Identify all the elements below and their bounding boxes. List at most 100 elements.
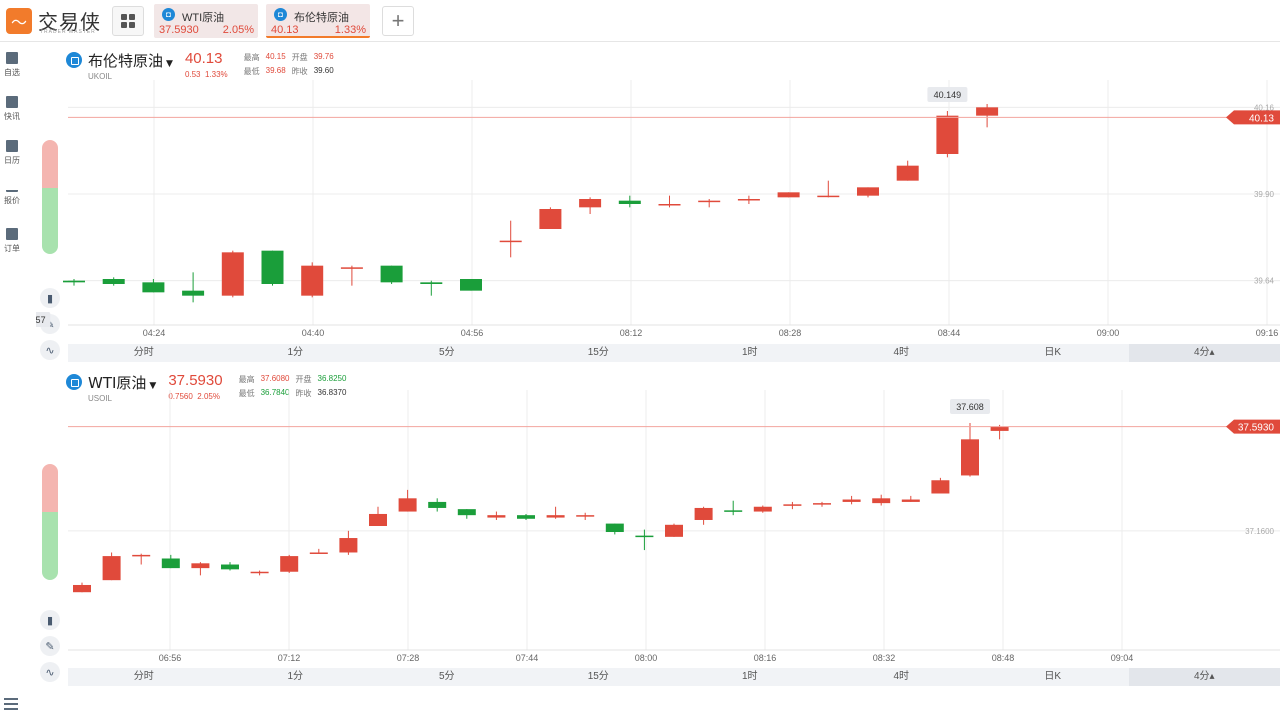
timeframe-5[interactable]: 4时 (826, 668, 978, 686)
sidebar-item-watchlist[interactable]: 自选 (0, 52, 24, 78)
candle-body (936, 116, 958, 154)
candle (487, 512, 505, 520)
timeframe-4[interactable]: 1时 (674, 668, 826, 686)
candle-body (487, 515, 505, 517)
candle (606, 524, 624, 535)
candle (579, 197, 601, 214)
candle-body (460, 279, 482, 291)
timeframe-3[interactable]: 15分 (523, 668, 675, 686)
news-icon (6, 96, 18, 108)
layout-grid-button[interactable] (112, 6, 144, 36)
candle (63, 279, 85, 286)
current-price-label: 37.5930 (1238, 423, 1275, 434)
indicator-icon[interactable]: ∿ (40, 340, 60, 360)
candle-body (341, 267, 363, 269)
timeframe-2[interactable]: 5分 (371, 344, 523, 362)
timeframe-2[interactable]: 5分 (371, 668, 523, 686)
candle (724, 501, 742, 515)
candle-body (420, 282, 442, 284)
candle-body (547, 515, 565, 517)
x-tick-label: 09:04 (1111, 653, 1134, 663)
candle (222, 251, 244, 298)
candle-body (251, 572, 269, 574)
add-tab-button[interactable]: + (382, 6, 414, 36)
candle (460, 279, 482, 291)
candle (500, 221, 522, 258)
y-tick-label: 39.90 (1254, 190, 1275, 199)
candle (251, 571, 269, 576)
timeframe-3[interactable]: 15分 (523, 344, 675, 362)
sidebar-item-label: 订单 (4, 244, 20, 253)
candle (191, 562, 209, 575)
tab-change: 2.05% (223, 24, 254, 36)
x-tick-label: 08:32 (873, 653, 896, 663)
candle-body (897, 166, 919, 181)
sidebar-item-news[interactable]: 快讯 (0, 96, 24, 122)
candle-body (428, 502, 446, 508)
timeframe-1[interactable]: 1分 (220, 668, 372, 686)
candle (936, 111, 958, 157)
candle-body (695, 508, 713, 520)
timeframe-7[interactable]: 4分▴ (1129, 344, 1280, 362)
sidebar-item-orders[interactable]: 订单 (0, 228, 24, 254)
timeframe-0[interactable]: 分时 (68, 344, 220, 362)
candle (754, 506, 772, 513)
timeframe-1[interactable]: 1分 (220, 344, 372, 362)
candle-body (635, 536, 653, 538)
candle (665, 524, 683, 537)
candle-body (976, 107, 998, 115)
x-tick-label: 04:40 (302, 328, 325, 338)
tab-brent[interactable]: ◘ 布伦特原油 40.13 1.33% (266, 4, 370, 38)
candle-body (280, 556, 298, 572)
sidebar-item-label: 报价 (4, 196, 20, 205)
candle-body (500, 241, 522, 243)
candle-body (724, 510, 742, 512)
x-tick-label: 08:48 (992, 653, 1015, 663)
candle (902, 496, 920, 502)
candle-body (221, 565, 239, 570)
menu-icon[interactable] (4, 698, 18, 713)
candle-body (738, 199, 760, 201)
candle-body (339, 538, 357, 552)
candle-body (142, 282, 164, 292)
candle (698, 199, 720, 207)
candle (341, 266, 363, 286)
current-price-label: 40.13 (1249, 113, 1274, 124)
timeframe-6[interactable]: 日K (977, 668, 1129, 686)
candle-body (872, 498, 890, 503)
candle (897, 161, 919, 181)
sidebar: 自选 快讯 日历 报价 订单 (0, 42, 24, 686)
candle (813, 502, 831, 507)
candle-body (369, 514, 387, 526)
candle (976, 104, 998, 127)
candle (778, 192, 800, 197)
candle-body (103, 556, 121, 580)
candle (280, 555, 298, 573)
candle-body (961, 439, 979, 475)
candle (576, 513, 594, 520)
tab-wti[interactable]: ◘ WTI原油 37.5930 2.05% (154, 4, 258, 38)
x-tick-label: 07:28 (397, 653, 420, 663)
candle (635, 530, 653, 550)
x-tick-label: 06:56 (159, 653, 182, 663)
candle-body (606, 524, 624, 532)
timeframe-5[interactable]: 4时 (826, 344, 978, 362)
timeframe-6[interactable]: 日K (977, 344, 1129, 362)
tab-change: 1.33% (335, 24, 366, 36)
max-price-label: 37.608 (956, 402, 984, 412)
sidebar-item-quotes[interactable]: 报价 (0, 184, 24, 206)
x-tick-label: 08:16 (754, 653, 777, 663)
timeframe-0[interactable]: 分时 (68, 668, 220, 686)
timeframe-4[interactable]: 1时 (674, 344, 826, 362)
candle-body (399, 498, 417, 511)
candle-body (576, 515, 594, 517)
y-tick-label: 39.64 (1254, 277, 1275, 286)
candle (619, 196, 641, 208)
sidebar-item-calendar[interactable]: 日历 (0, 140, 24, 166)
candle-body (262, 251, 284, 284)
timeframe-7[interactable]: 4分▴ (1129, 668, 1280, 686)
